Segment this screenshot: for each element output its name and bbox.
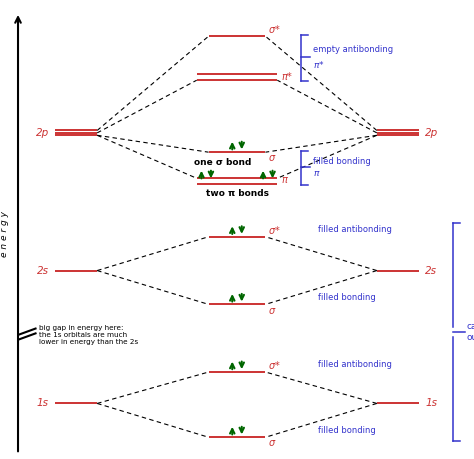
Text: $\sigma$*: $\sigma$* — [268, 359, 281, 371]
Text: 1s: 1s — [425, 398, 437, 409]
Text: filled bonding: filled bonding — [318, 293, 375, 302]
Text: e n e r g y: e n e r g y — [0, 211, 9, 257]
Text: $\sigma$*: $\sigma$* — [268, 224, 281, 235]
Text: $\sigma$: $\sigma$ — [268, 438, 276, 448]
Text: 2p: 2p — [36, 128, 49, 138]
Text: 1s: 1s — [37, 398, 49, 409]
Text: 2p: 2p — [425, 128, 438, 138]
Text: one σ bond: one σ bond — [194, 158, 252, 167]
Text: $\pi$*: $\pi$* — [281, 70, 293, 82]
Text: empty antibonding: empty antibonding — [313, 45, 393, 54]
Text: filled antibonding: filled antibonding — [318, 360, 392, 369]
Text: $\sigma$*: $\sigma$* — [268, 23, 281, 35]
Text: two π bonds: two π bonds — [206, 189, 268, 198]
Text: $\pi$: $\pi$ — [313, 169, 320, 179]
Text: filled bonding: filled bonding — [313, 157, 371, 166]
Text: 2s: 2s — [37, 266, 49, 275]
Text: 2s: 2s — [425, 266, 437, 275]
Text: cancel
out: cancel out — [467, 323, 474, 342]
Text: filled antibonding: filled antibonding — [318, 225, 392, 234]
Text: $\sigma$: $\sigma$ — [268, 306, 276, 316]
Text: big gap in energy here:
the 1s orbitals are much
lower in energy than the 2s: big gap in energy here: the 1s orbitals … — [39, 325, 138, 345]
Text: $\pi$: $\pi$ — [281, 175, 289, 185]
Text: filled bonding: filled bonding — [318, 425, 375, 435]
Text: $\pi$*: $\pi$* — [313, 58, 325, 69]
Text: $\sigma$: $\sigma$ — [268, 153, 276, 163]
